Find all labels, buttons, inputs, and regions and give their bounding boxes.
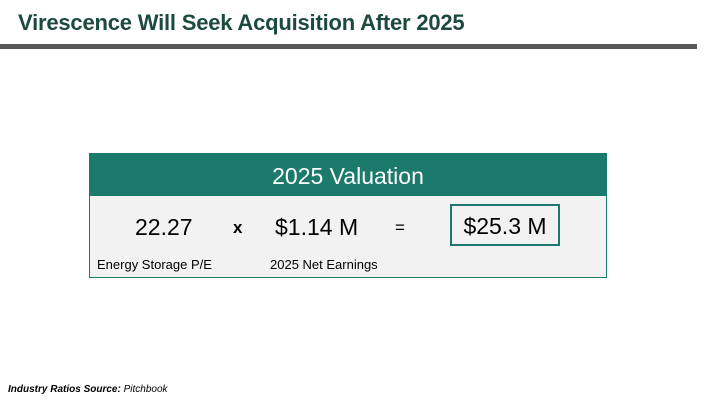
footnote-label: Industry Ratios Source: <box>8 384 121 395</box>
source-footnote: Industry Ratios Source: Pitchbook <box>8 384 168 395</box>
valuation-header: 2025 Valuation <box>90 154 606 196</box>
pe-ratio-value: 22.27 <box>135 214 193 240</box>
multiply-sign: x <box>233 218 243 237</box>
net-earnings-value: $1.14 M <box>275 214 359 240</box>
footnote-source: Pitchbook <box>123 384 168 395</box>
valuation-card: 2025 Valuation 22.27 x $1.14 M = $25.3 M… <box>89 153 607 278</box>
title-divider <box>0 44 697 49</box>
slide-title: Virescence Will Seek Acquisition After 2… <box>18 10 465 35</box>
valuation-result: $25.3 M <box>450 204 560 246</box>
equals-sign: = <box>395 218 405 237</box>
net-earnings-label: 2025 Net Earnings <box>270 257 378 272</box>
pe-ratio-label: Energy Storage P/E <box>97 257 212 272</box>
